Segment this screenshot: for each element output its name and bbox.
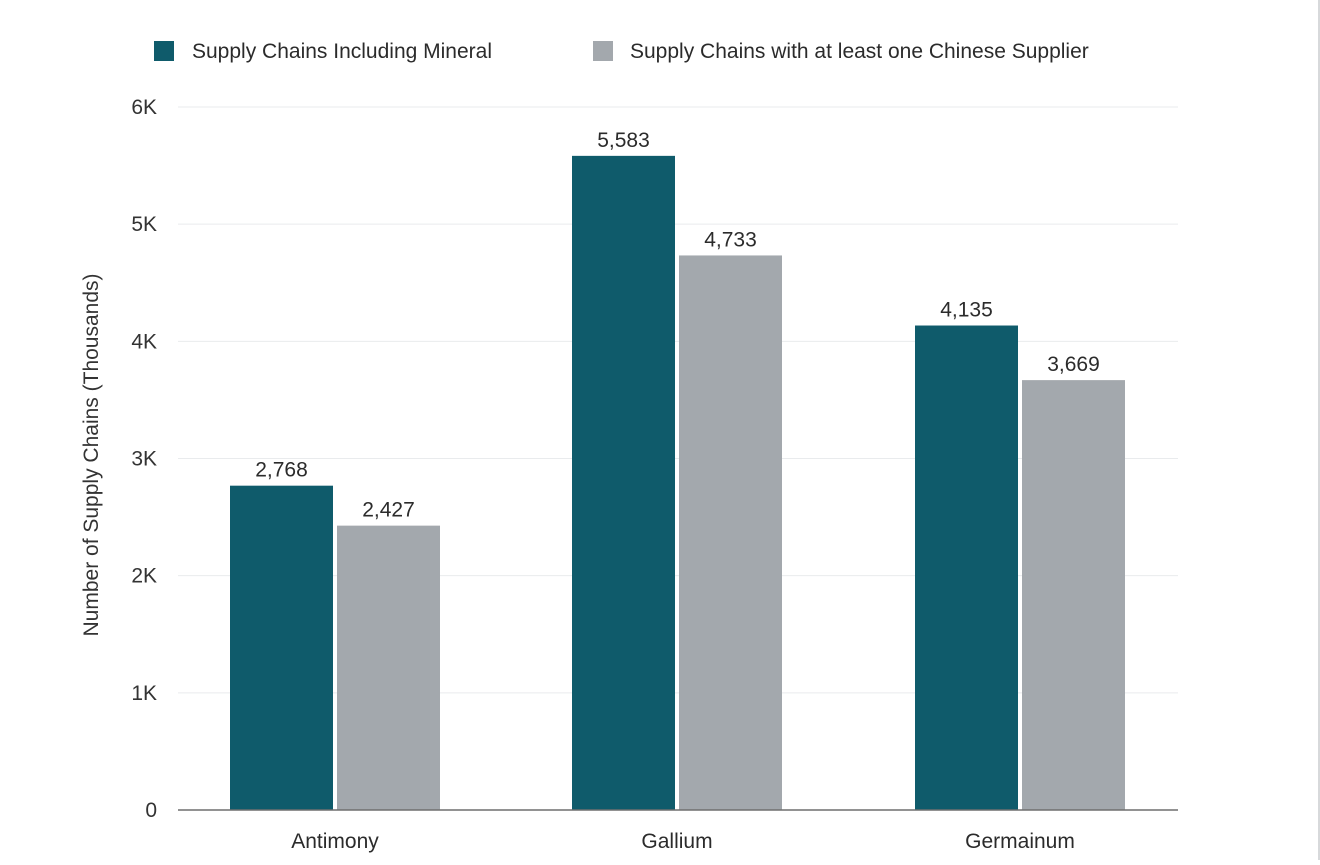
y-tick-label: 0 [145, 799, 157, 822]
bar [1022, 380, 1125, 810]
data-label: 4,733 [704, 228, 757, 251]
x-tick-label: Gallium [641, 830, 712, 853]
bar [572, 155, 675, 810]
legend-label: Supply Chains Including Mineral [192, 40, 492, 63]
y-axis: 0 1K 2K 3K 4K 5K 6K [131, 96, 157, 822]
y-tick-label: 4K [131, 330, 157, 353]
data-label: 2,768 [255, 459, 308, 482]
data-label: 3,669 [1047, 353, 1100, 376]
data-label: 2,427 [362, 499, 415, 522]
bar [230, 485, 333, 810]
legend: Supply Chains Including Mineral Supply Ch… [154, 40, 1089, 63]
bar [337, 525, 440, 810]
y-tick-label: 3K [131, 448, 157, 471]
x-tick-label: Germainum [965, 830, 1075, 853]
data-label: 4,135 [940, 299, 993, 322]
legend-swatch [154, 41, 174, 61]
frame-edge [1318, 0, 1320, 860]
y-axis-label: Number of Supply Chains (Thousands) [80, 273, 103, 636]
y-tick-label: 2K [131, 565, 157, 588]
bar [915, 325, 1018, 810]
y-tick-label: 5K [131, 213, 157, 236]
bars: 2,768 2,427 5,583 4,733 4,135 3,669 [230, 129, 1125, 810]
data-label: 5,583 [597, 129, 650, 152]
x-axis: Antimony Gallium Germainum [178, 809, 1178, 853]
y-tick-label: 1K [131, 682, 157, 705]
y-tick-label: 6K [131, 96, 157, 119]
legend-swatch [593, 41, 613, 61]
x-tick-label: Antimony [291, 830, 379, 853]
bar [679, 255, 782, 810]
legend-label: Supply Chains with at least one Chinese … [630, 40, 1089, 63]
